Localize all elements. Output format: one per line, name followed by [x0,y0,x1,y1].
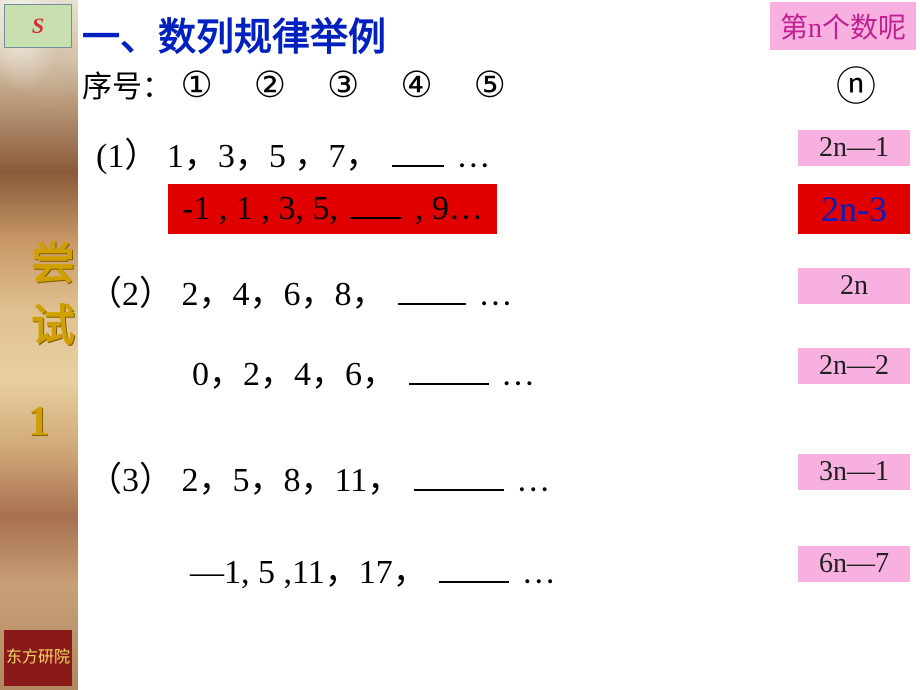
seq3-blank [414,487,504,491]
seq2b-blank [409,381,489,385]
formula-1: 2n—1 [798,130,910,166]
seq1-tail: … [456,138,490,175]
seq3b-blank [439,579,509,583]
seq2-tail: … [479,276,513,313]
logo-letter: S [32,15,44,37]
seq3-nums: 2，5，8，11， [182,462,402,499]
seq3-tail: … [516,462,550,499]
seq1-blank [392,163,444,167]
sequence-1b-redbox: -1 , 1 , 3, 5, , 9… [168,184,497,234]
seq2-label: （2） [88,276,173,313]
seq2b-tail: … [501,356,535,393]
sequence-3: （3） 2，5，8，11， … [88,452,550,501]
formula-2b: 2n—2 [798,348,910,384]
n-circle-symbol: ⓝ [836,54,876,112]
logo: S [4,4,72,48]
nth-question-box: 第n个数呢 [770,2,916,50]
vertical-label: 尝试 [16,240,80,364]
seq3b-nums: —1, 5 ,11，17， [190,554,427,591]
seq1b-blank [350,215,402,219]
seq3-label: （3） [88,462,173,499]
vertical-number: 1 [28,398,49,446]
seq1b-tail: , 9… [415,190,483,227]
seq-label: 序号： [82,71,172,104]
seq2b-nums: 0，2，4，6， [192,356,396,393]
circled-numbers: ① ② ③ ④ ⑤ [181,65,522,105]
sequence-1: (1） 1，3，5 ，7， … [96,128,490,177]
page-title: 一、数列规律举例 [82,6,386,61]
sequence-2b: 0，2，4，6， … [192,346,535,395]
sequence-header-row: 序号： ① ② ③ ④ ⑤ [82,62,522,106]
formula-3: 3n—1 [798,454,910,490]
seq3b-tail: … [522,554,556,591]
seq1-label: (1） [96,138,158,175]
seq1b-nums: -1 , 1 , 3, 5, [182,190,346,227]
seq1-nums: 1，3，5 ，7， [167,138,380,175]
decorative-left-strip: S 尝试 1 东方研院 [0,0,78,690]
seq2-nums: 2，4，6，8， [182,276,386,313]
sequence-2: （2） 2，4，6，8， … [88,266,513,315]
formula-3b: 6n—7 [798,546,910,582]
seq2-blank [398,301,466,305]
seal-stamp: 东方研院 [4,630,72,686]
formula-1b: 2n-3 [798,184,910,234]
formula-2: 2n [798,268,910,304]
sequence-3b: —1, 5 ,11，17， … [190,544,556,593]
